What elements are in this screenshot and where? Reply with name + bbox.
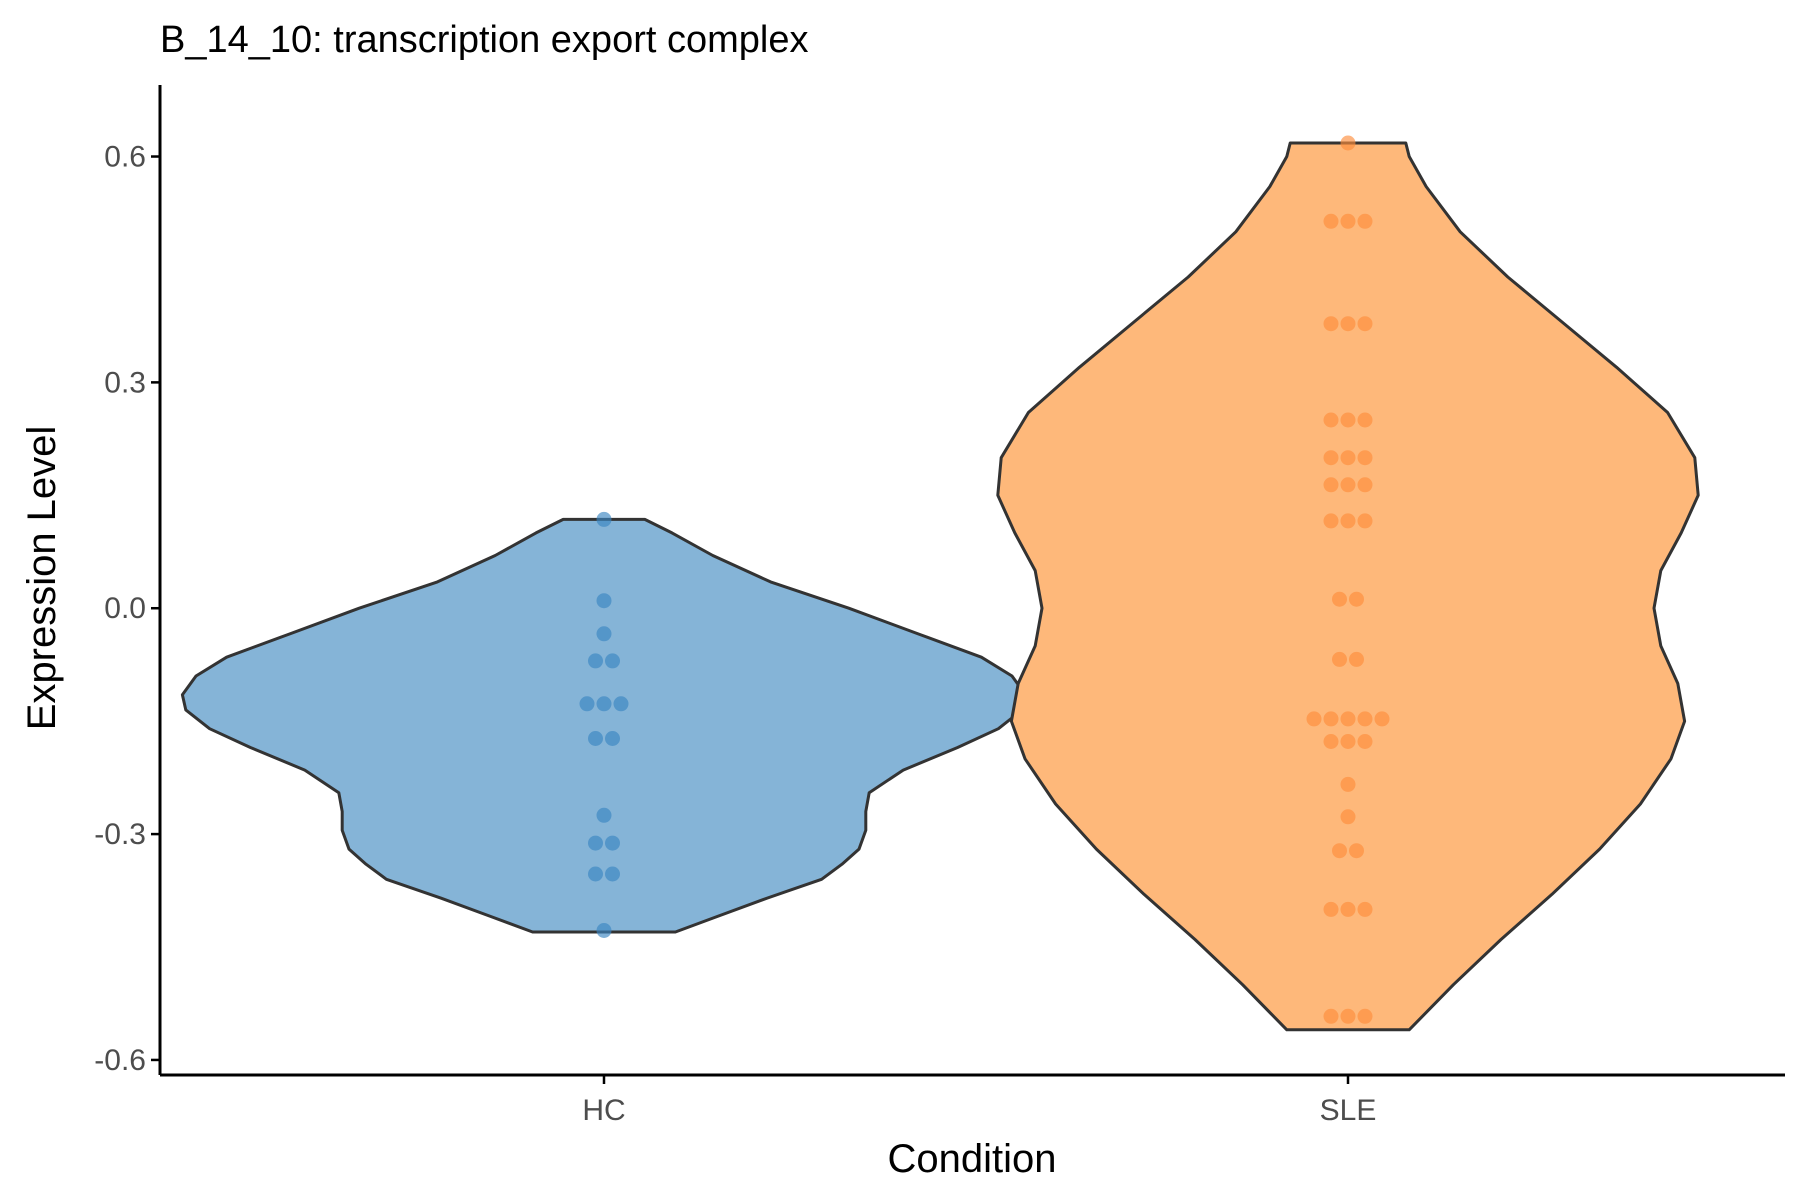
data-point — [579, 696, 595, 712]
data-point — [1340, 776, 1356, 792]
data-point — [1306, 711, 1322, 727]
y-axis-title: Expression Level — [20, 426, 64, 731]
data-point — [1323, 450, 1339, 466]
data-point — [1349, 651, 1364, 667]
plot-area — [180, 135, 1700, 1032]
data-point — [1340, 135, 1356, 151]
y-tick-label: 0.6 — [104, 141, 146, 174]
data-point — [596, 807, 612, 823]
data-point — [1323, 316, 1339, 332]
data-point — [596, 923, 612, 938]
data-point — [1357, 412, 1373, 428]
ticks: -0.6 -0.3 0.0 0.3 0.6 HC SLE — [94, 141, 1376, 1127]
violin-sle — [996, 141, 1700, 1032]
data-point — [1374, 711, 1390, 727]
data-point — [1357, 477, 1373, 493]
data-point — [1357, 513, 1373, 529]
x-axis-title: Condition — [887, 1137, 1056, 1181]
x-tick-label: HC — [582, 1094, 625, 1127]
data-point — [1357, 213, 1373, 229]
data-point — [588, 866, 603, 882]
data-point — [1340, 213, 1356, 229]
violin-hc — [180, 517, 1028, 934]
data-point — [1340, 477, 1356, 493]
data-point — [605, 866, 620, 882]
chart-title: B_14_10: transcription export complex — [160, 19, 808, 61]
data-point — [1349, 591, 1364, 607]
y-tick-label: 0.3 — [104, 366, 146, 399]
data-point — [1357, 450, 1373, 466]
data-point — [596, 696, 612, 712]
axes — [158, 85, 1785, 1077]
data-point — [1332, 651, 1347, 667]
data-point — [1332, 843, 1347, 859]
data-point — [605, 653, 620, 669]
data-point — [1340, 316, 1356, 332]
data-point — [596, 626, 612, 642]
data-point — [1340, 1008, 1356, 1024]
data-point — [1340, 901, 1356, 917]
data-point — [1357, 734, 1373, 749]
data-point — [1340, 809, 1356, 825]
y-tick-label: 0.0 — [104, 592, 146, 625]
data-point — [1340, 711, 1356, 727]
data-point — [605, 835, 620, 851]
data-point — [596, 511, 612, 527]
y-tick-label: -0.3 — [94, 818, 146, 851]
data-point — [1323, 513, 1339, 529]
data-point — [1357, 1008, 1373, 1024]
data-point — [1323, 711, 1339, 727]
data-point — [596, 593, 612, 609]
data-point — [1340, 412, 1356, 428]
data-point — [1357, 901, 1373, 917]
data-point — [1323, 213, 1339, 229]
data-point — [588, 835, 603, 851]
y-tick-label: -0.6 — [94, 1044, 146, 1077]
data-point — [1332, 591, 1347, 607]
data-point — [588, 653, 603, 669]
data-point — [1323, 1008, 1339, 1024]
data-point — [1323, 412, 1339, 428]
data-point — [1357, 316, 1373, 332]
data-point — [1323, 734, 1339, 749]
x-tick-label: SLE — [1320, 1094, 1377, 1127]
data-point — [1357, 711, 1373, 727]
data-point — [1340, 513, 1356, 529]
data-point — [1323, 901, 1339, 917]
data-point — [1340, 734, 1356, 749]
data-point — [588, 731, 603, 746]
data-point — [613, 696, 629, 712]
data-point — [1323, 477, 1339, 493]
data-point — [605, 731, 620, 746]
data-point — [1340, 450, 1356, 466]
data-point — [1349, 843, 1364, 859]
